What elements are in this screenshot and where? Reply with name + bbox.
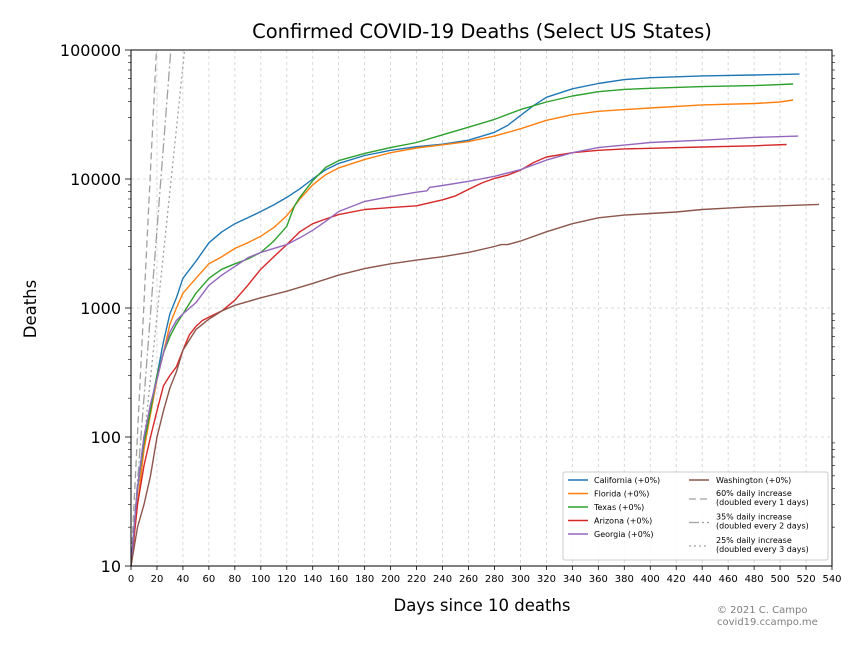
series-line (131, 143, 787, 566)
x-tick-label: 440 (693, 574, 712, 585)
y-tick-label: 10 (101, 557, 121, 576)
chart-title: Confirmed COVID-19 Deaths (Select US Sta… (252, 20, 712, 43)
copyright-notice: © 2021 C. Campo covid19.ccampo.me (717, 605, 818, 629)
legend-label: California (+0%) (594, 476, 660, 485)
x-tick-label: 340 (563, 574, 582, 585)
copyright-line: © 2021 C. Campo (717, 605, 808, 616)
x-tick-label: 60 (203, 574, 216, 585)
series-line (131, 83, 794, 566)
legend: California (+0%) Florida (+0%) Texas (+0%)… (562, 471, 829, 561)
x-tick-label: 380 (615, 574, 634, 585)
x-tick-label: 160 (329, 574, 348, 585)
y-tick-label: 1000 (80, 299, 121, 318)
series-line (131, 99, 794, 566)
series-line (131, 135, 799, 566)
copyright-url: covid19.ccampo.me (717, 617, 818, 628)
x-tick-label: 360 (589, 574, 608, 585)
plot-frame (130, 49, 833, 567)
x-tick-label: 80 (228, 574, 241, 585)
axes: 0 20 40 60 80 100 120 140 160 180 200 220 240 260 280 3… (60, 41, 842, 585)
legend-label: Texas (+0%) (593, 503, 644, 512)
x-tick-label: 20 (151, 574, 164, 585)
legend-label: Arizona (+0%) (594, 517, 652, 526)
x-tick-label: 180 (355, 574, 374, 585)
x-tick-label: 460 (719, 574, 738, 585)
y-tick-label: 10000 (70, 170, 121, 189)
legend-label: 25% daily increase (doubled every 3 days) (716, 536, 809, 554)
reference-line (131, 50, 158, 566)
x-tick-label: 480 (745, 574, 764, 585)
x-tick-label: 280 (485, 574, 504, 585)
x-tick-label: 0 (128, 574, 134, 585)
legend-label: Washington (+0%) (716, 476, 791, 485)
x-tick-label: 140 (303, 574, 322, 585)
legend-label: 35% daily increase (doubled every 2 days) (716, 513, 809, 531)
y-axis-label: Deaths (21, 280, 40, 339)
x-tick-label: 420 (667, 574, 686, 585)
x-tick-label: 100 (251, 574, 270, 585)
x-tick-label: 300 (511, 574, 530, 585)
y-tick-label: 100000 (60, 41, 121, 60)
legend-label: Florida (+0%) (594, 490, 649, 499)
series-line (131, 203, 820, 566)
x-tick-label: 120 (277, 574, 296, 585)
legend-label: 60% daily increase (doubled every 1 days) (716, 489, 809, 507)
x-tick-label: 520 (796, 574, 815, 585)
x-tick-label: 240 (433, 574, 452, 585)
x-tick-label: 320 (537, 574, 556, 585)
x-tick-label: 260 (459, 574, 478, 585)
x-tick-label: 540 (822, 574, 841, 585)
x-tick-label: 500 (771, 574, 790, 585)
y-tick-label: 100 (90, 428, 121, 447)
x-axis-label: Days since 10 deaths (393, 596, 570, 615)
reference-line (131, 50, 172, 566)
plot-lines (131, 50, 820, 566)
x-tick-label: 400 (641, 574, 660, 585)
legend-label: Georgia (+0%) (594, 530, 654, 539)
legend-box (562, 471, 829, 561)
x-tick-label: 40 (177, 574, 190, 585)
x-tick-label: 200 (381, 574, 400, 585)
x-tick-label: 220 (407, 574, 426, 585)
